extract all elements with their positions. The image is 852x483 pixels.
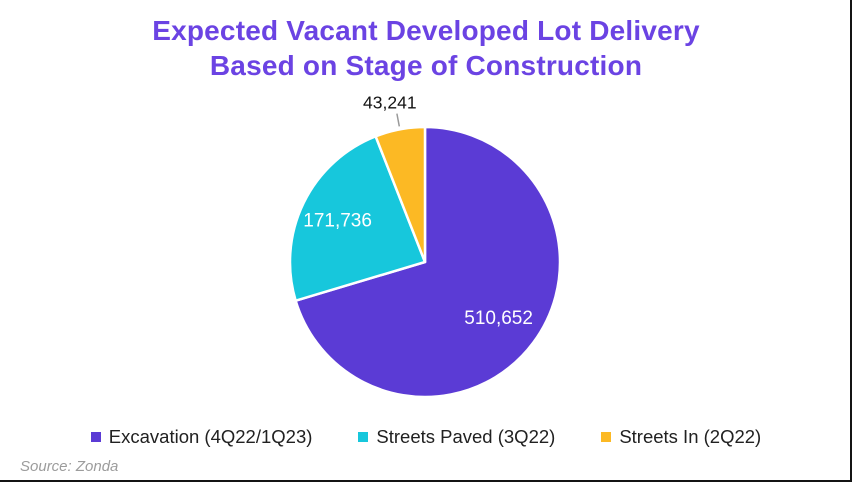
legend: Excavation (4Q22/1Q23) Streets Paved (3Q2…	[0, 424, 852, 450]
right-border-rule	[850, 0, 852, 482]
chart-title-line-1: Expected Vacant Developed Lot Delivery	[152, 15, 700, 46]
legend-label: Streets In (2Q22)	[619, 426, 762, 447]
legend-swatch-icon	[90, 432, 101, 442]
legend-item-1: Streets Paved (3Q22)	[358, 426, 555, 448]
pie-slice-0	[294, 125, 562, 399]
legend-item-2: Streets In (2Q22)	[601, 426, 761, 448]
legend-label: Excavation (4Q22/1Q23)	[108, 426, 313, 447]
label-leader-line	[396, 113, 401, 127]
legend-item-0: Excavation (4Q22/1Q23)	[90, 426, 313, 448]
source-note: Source: Zonda	[20, 458, 119, 475]
legend-label: Streets Paved (3Q22)	[376, 426, 556, 447]
chart-title-line-2: Based on Stage of Construction	[209, 50, 643, 81]
slice-value-label-0: 510,652	[464, 308, 533, 329]
slice-value-label-2: 43,241	[363, 93, 417, 113]
legend-swatch-icon	[601, 432, 612, 442]
bottom-border-rule	[0, 480, 852, 482]
legend-swatch-icon	[358, 432, 369, 442]
pie-slice-2	[374, 125, 427, 264]
slice-value-label-1: 171,736	[303, 211, 372, 232]
chart-title: Expected Vacant Developed Lot Delivery Ba…	[0, 13, 852, 83]
